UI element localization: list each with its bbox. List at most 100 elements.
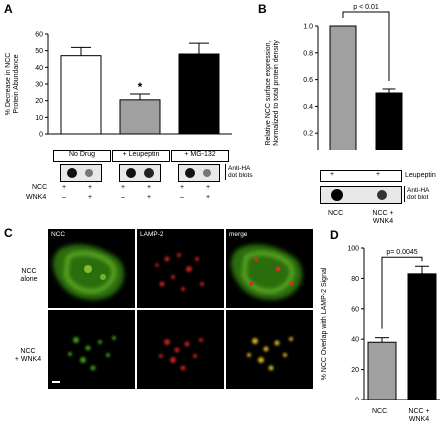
dot-blot-spot <box>203 169 211 177</box>
y-tick-label: 0 <box>39 132 43 139</box>
micrograph-image <box>247 337 293 371</box>
y-axis-label-line: Protein Abundance <box>13 54 20 113</box>
y-tick-label: 40 <box>35 65 43 72</box>
panel-d-letter: D <box>330 228 339 242</box>
micrograph-ncc-wnk4-lamp2 <box>137 310 224 389</box>
y-tick-label: 0 <box>355 398 359 401</box>
significance-bracket <box>381 256 423 329</box>
y-tick-label: 0.6 <box>303 77 313 84</box>
panel-a-treatment-box-1: No Drug <box>53 150 111 162</box>
significance-marker: * <box>138 80 143 94</box>
y-tick-label: 1.0 <box>303 24 313 31</box>
y-axis-label: Relative NCC surface expression,Normaliz… <box>265 40 280 146</box>
y-tick-label: 80 <box>351 276 359 283</box>
bar <box>119 99 161 135</box>
dot-blot-spot <box>185 168 195 178</box>
wnk4-sign: – <box>180 194 184 201</box>
p-value-label: p < 0.01 <box>353 4 379 11</box>
panel-b-xlabel-ncc-wnk4: NCC + WNK4 <box>368 210 398 226</box>
panel-a-letter: A <box>4 2 13 16</box>
panel-a-row-label-wnk4: WNK4 <box>26 194 47 201</box>
bar <box>60 55 102 135</box>
panel-b-leupeptin-sign-1: + <box>330 171 335 178</box>
wnk4-sign: – <box>121 194 125 201</box>
y-axis-label-line: Relative NCC surface expression, <box>265 40 272 145</box>
wnk4-sign: – <box>62 194 66 201</box>
y-axis-label: % Decrease in NCCProtein Abundance <box>5 53 20 116</box>
wnk4-sign: + <box>206 194 211 201</box>
micrograph-ncc-alone-ncc: NCC <box>48 229 135 308</box>
bar <box>329 25 357 150</box>
micrograph-channel-label: merge <box>229 231 248 238</box>
micrograph-ncc-wnk4-ncc <box>48 310 135 389</box>
ncc-sign: + <box>121 184 126 191</box>
y-tick-label: 20 <box>351 367 359 374</box>
y-tick-label: 10 <box>35 115 43 122</box>
blot-label-line: dot blots <box>228 172 253 179</box>
panel-c-row-label-2: NCC + WNK4 <box>10 348 46 364</box>
blot-label-line: Anti-HA <box>228 165 251 172</box>
panel-c-row-label-1: NCC alone <box>14 268 44 284</box>
dot-blot-spot <box>67 168 77 178</box>
panel-b-leupeptin-row <box>320 170 402 182</box>
wnk4-sign: + <box>147 194 152 201</box>
significance-bracket <box>342 11 390 81</box>
panel-a-dot-blot-1 <box>60 164 102 182</box>
y-tick-label: 30 <box>35 82 43 89</box>
ncc-sign: + <box>62 184 67 191</box>
panel-c-letter: C <box>4 226 13 240</box>
panel-b-blot-bracket <box>404 186 405 202</box>
bar <box>375 92 403 150</box>
panel-b-letter: B <box>258 2 267 16</box>
ncc-sign: + <box>88 184 93 191</box>
micrograph-image <box>230 244 302 300</box>
panel-b-blot-label: Anti-HA dot blot <box>407 187 429 201</box>
panel-a-row-label-ncc: NCC <box>32 184 48 191</box>
panel-a-dot-blot-3 <box>178 164 220 182</box>
row-label-line: + WNK4 <box>14 356 42 363</box>
dot-blot-spot <box>144 168 154 178</box>
panel-b-leupeptin-sign-2: + <box>376 171 381 178</box>
y-axis-label: % NCC Overlap with LAMP-2 Signal <box>321 267 328 380</box>
y-tick-label: 100 <box>347 246 359 253</box>
dot-blot-spot <box>85 169 93 177</box>
row-label-line: NCC <box>21 268 37 275</box>
xlabel-line: WNK4 <box>372 218 394 225</box>
panel-d-chart: 0 20 40 60 80 100 % NCC Overlap with LAMP-2 Si… <box>321 246 440 401</box>
y-tick-label: 50 <box>35 48 43 55</box>
y-axis-label-line: % Decrease in NCC <box>5 53 12 116</box>
blot-label-line: dot blot <box>407 194 429 201</box>
micrograph-image <box>159 338 203 371</box>
y-tick-label: 20 <box>35 98 43 105</box>
dot-blot-spot <box>377 190 387 200</box>
micrograph-image <box>68 336 116 371</box>
panel-b-leupeptin-label: Leupeptin <box>405 172 436 179</box>
ncc-sign: + <box>206 184 211 191</box>
y-axis-label-line: % NCC Overlap with LAMP-2 Signal <box>321 267 328 380</box>
ncc-sign: + <box>147 184 152 191</box>
xlabel-line: NCC + <box>408 408 430 415</box>
xlabel-line: WNK4 <box>408 416 430 423</box>
panel-a-treatment-box-2: + Leupeptin <box>112 150 170 162</box>
bar <box>367 341 397 400</box>
ncc-sign: + <box>180 184 185 191</box>
micrograph-channel-label: NCC <box>51 231 66 238</box>
dot-blot-spot <box>126 168 136 178</box>
y-tick-label: 0.4 <box>303 104 313 111</box>
wnk4-sign: + <box>88 194 93 201</box>
panel-a-dot-blot-2 <box>119 164 161 182</box>
panel-d-xlabel-ncc: NCC <box>372 408 388 415</box>
micrograph-ncc-wnk4-merge <box>226 310 313 389</box>
y-axis-label-line: Normalized to total protein density <box>273 40 280 146</box>
panel-b-dot-blot <box>320 186 402 204</box>
row-label-line: NCC <box>20 348 36 355</box>
y-tick-label: 0.8 <box>303 50 313 57</box>
p-value-label: p= 0.0045 <box>386 249 417 256</box>
micrograph-image <box>155 253 204 291</box>
bar <box>407 273 437 400</box>
micrograph-image <box>52 244 124 300</box>
micrograph-channel-label: LAMP-2 <box>140 231 164 238</box>
panel-a-chart: 0 10 20 30 40 50 60 % Decrease in NCCProtein Ab… <box>5 32 232 139</box>
micrograph-ncc-alone-lamp2: LAMP-2 <box>137 229 224 308</box>
micrograph-ncc-alone-merge: merge <box>226 229 313 308</box>
